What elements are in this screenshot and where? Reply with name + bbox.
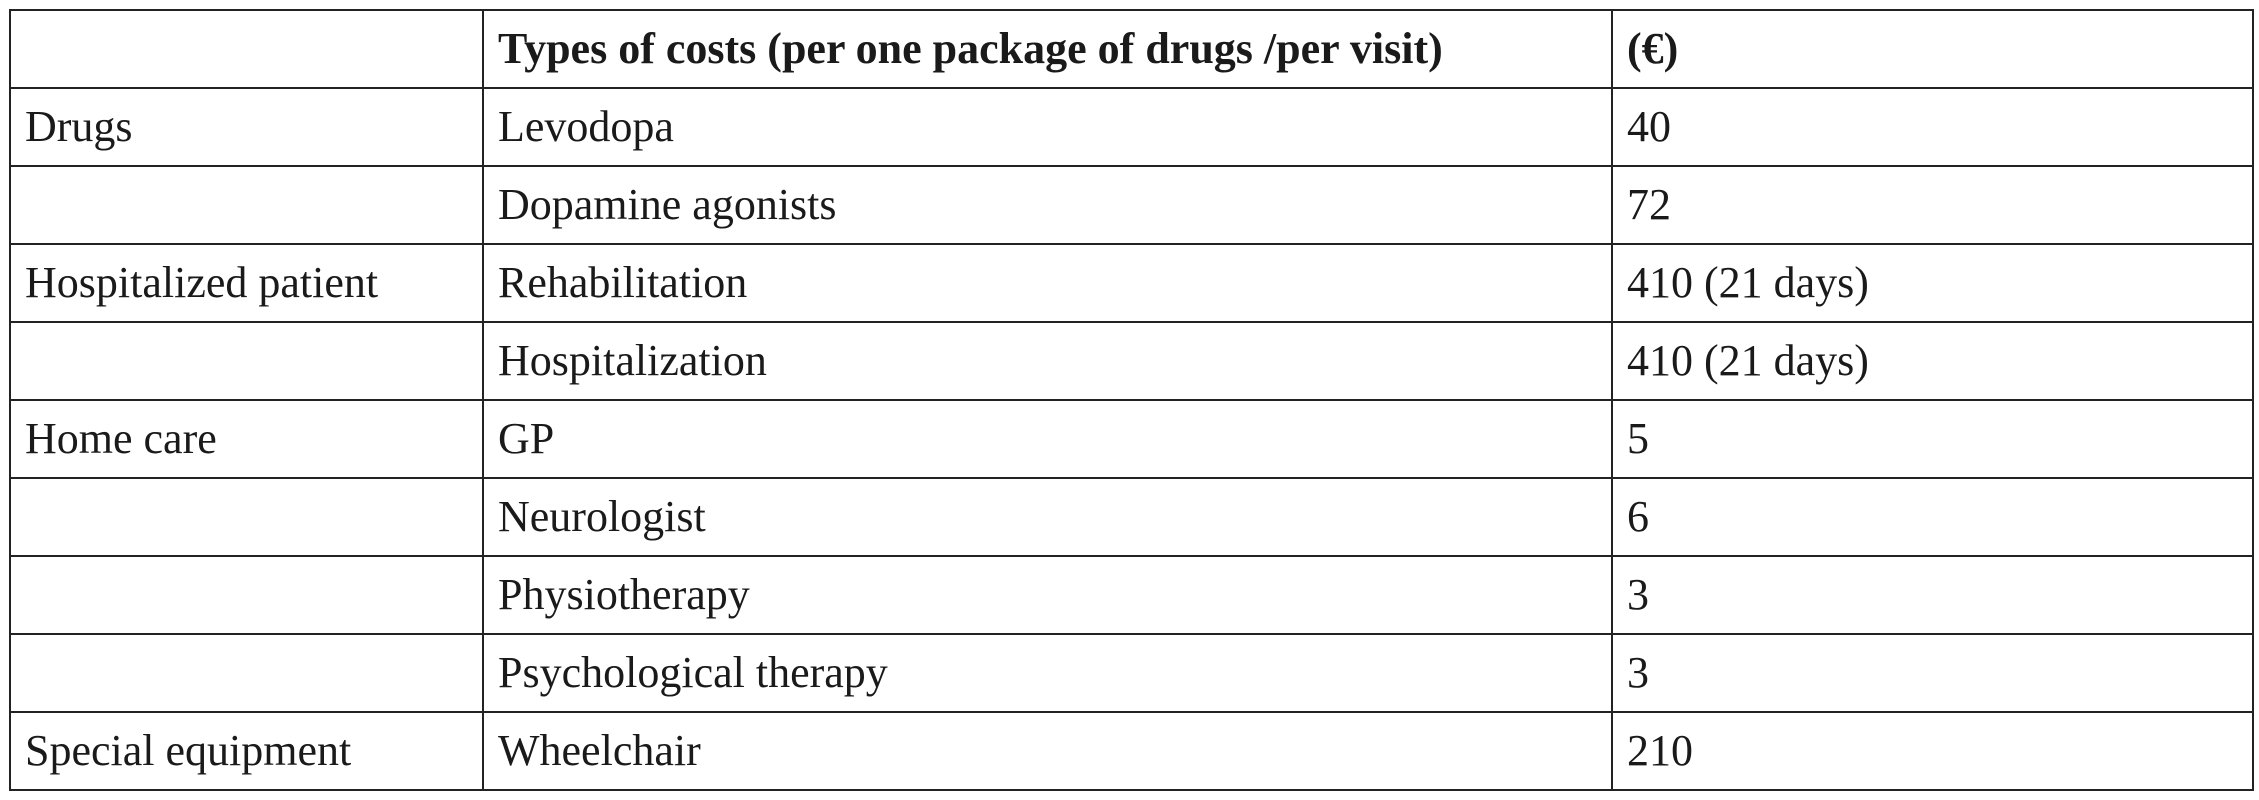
table-row: Hospitalization 410 (21 days): [9, 321, 2254, 401]
category-cell: Special equipment: [9, 711, 484, 791]
cost-type-cell: Levodopa: [482, 87, 1613, 167]
category-cell: [9, 477, 484, 557]
table-row: Dopamine agonists 72: [9, 165, 2254, 245]
category-cell: Drugs: [9, 87, 484, 167]
table-row: Physiotherapy 3: [9, 555, 2254, 635]
header-cost-euro: (€): [1611, 9, 2254, 89]
header-cost-type: Types of costs (per one package of drugs…: [482, 9, 1613, 89]
cost-value-cell: 410 (21 days): [1611, 321, 2254, 401]
cost-value-cell: 3: [1611, 633, 2254, 713]
cost-type-cell: GP: [482, 399, 1613, 479]
cost-type-cell: Neurologist: [482, 477, 1613, 557]
cost-type-cell: Hospitalization: [482, 321, 1613, 401]
cost-type-cell: Rehabilitation: [482, 243, 1613, 323]
category-cell: Home care: [9, 399, 484, 479]
cost-value-cell: 5: [1611, 399, 2254, 479]
cost-value-cell: 3: [1611, 555, 2254, 635]
table-row: Drugs Levodopa 40: [9, 87, 2254, 167]
cost-value-cell: 6: [1611, 477, 2254, 557]
header-category: [9, 9, 484, 89]
cost-value-cell: 410 (21 days): [1611, 243, 2254, 323]
category-cell: [9, 165, 484, 245]
category-cell: [9, 633, 484, 713]
cost-value-cell: 40: [1611, 87, 2254, 167]
table-row: Psychological therapy 3: [9, 633, 2254, 713]
cost-table: Types of costs (per one package of drugs…: [9, 9, 2254, 791]
header-row: Types of costs (per one package of drugs…: [9, 9, 2254, 89]
category-cell: Hospitalized patient: [9, 243, 484, 323]
cost-type-cell: Psychological therapy: [482, 633, 1613, 713]
category-cell: [9, 555, 484, 635]
cost-type-cell: Wheelchair: [482, 711, 1613, 791]
cost-type-cell: Physiotherapy: [482, 555, 1613, 635]
table-row: Hospitalized patient Rehabilitation 410 …: [9, 243, 2254, 323]
category-cell: [9, 321, 484, 401]
table-row: Neurologist 6: [9, 477, 2254, 557]
cost-type-cell: Dopamine agonists: [482, 165, 1613, 245]
cost-value-cell: 210: [1611, 711, 2254, 791]
table-row: Home care GP 5: [9, 399, 2254, 479]
cost-value-cell: 72: [1611, 165, 2254, 245]
table-row: Special equipment Wheelchair 210: [9, 711, 2254, 791]
